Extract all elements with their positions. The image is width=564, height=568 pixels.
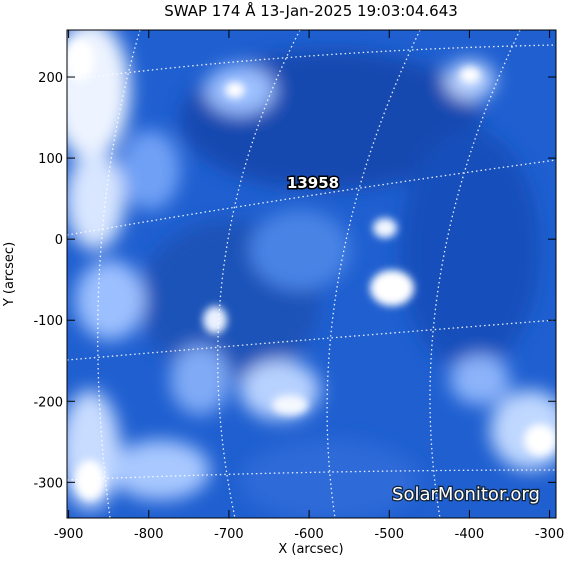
watermark: SolarMonitor.org [392,484,540,505]
chart-title: SWAP 174 Å 13-Jan-2025 19:03:04.643 [164,1,458,20]
x-tick-label: -300 [535,527,564,542]
y-tick-label: 200 [38,71,63,86]
x-axis-label: X (arcsec) [278,542,343,557]
annotation: 13958 [287,174,339,192]
y-tick-label: -200 [33,395,63,410]
plot-frame [66,29,557,519]
x-tick-label: -600 [294,527,324,542]
x-tick-label: -900 [54,527,84,542]
solar-image [67,30,556,518]
x-tick-label: -700 [214,527,244,542]
x-tick-label: -500 [375,527,405,542]
y-tick-label: -300 [33,476,63,491]
y-axis-label: Y (arcsec) [2,242,17,307]
y-tick-label: 0 [55,233,63,248]
y-tick-label: 100 [38,152,63,167]
y-tick-label: -100 [33,314,63,329]
x-tick-label: -400 [455,527,485,542]
x-tick-label: -800 [134,527,164,542]
